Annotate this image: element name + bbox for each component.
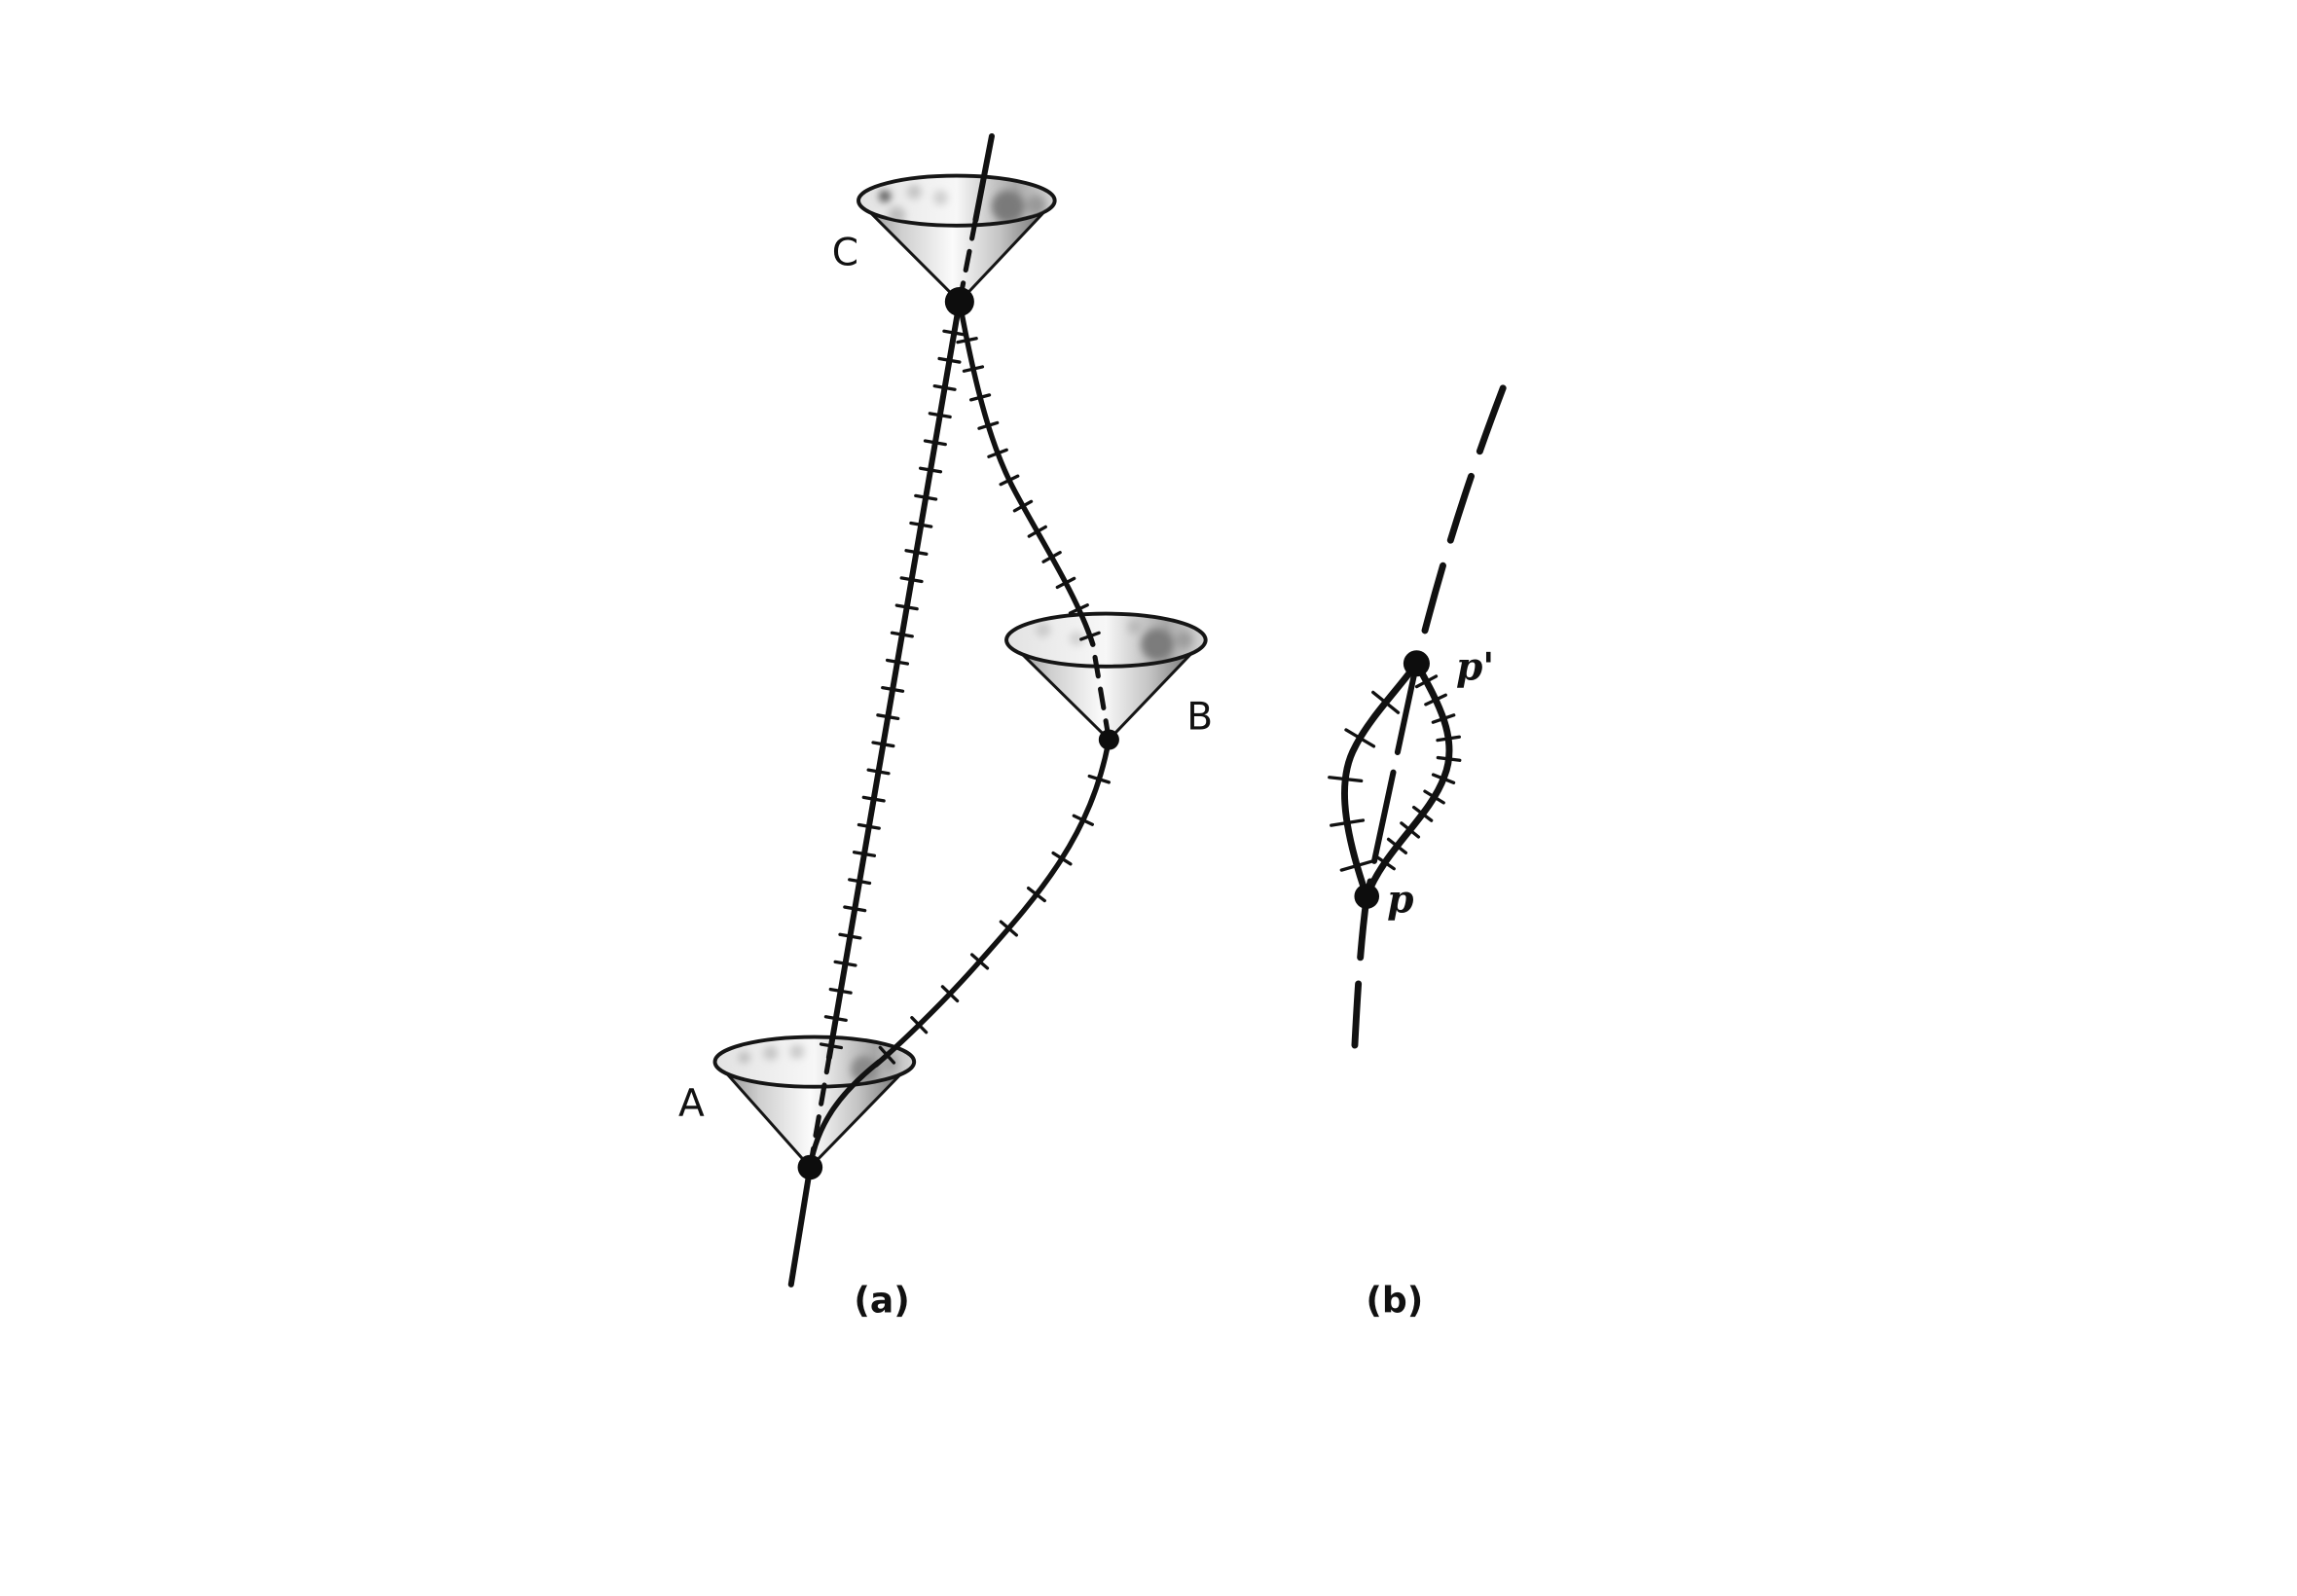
tick-mark [1068,603,1089,615]
tick-mark [1423,789,1445,805]
tick-mark [932,384,957,391]
tick-mark [940,985,960,1003]
curve-in-cone-b [1090,641,1112,743]
tick-mark [1431,773,1456,784]
tick-mark [914,493,938,501]
curve-a-to-b [873,737,1112,1068]
tick-mark [1027,525,1047,538]
straight-path-a-to-c [825,299,963,1061]
event-p-dot [1354,884,1380,909]
tick-mark [1051,851,1073,866]
tick-mark [928,412,952,419]
label-b: B [1186,695,1213,739]
tick-mark [1436,755,1462,762]
tick-mark [885,658,910,666]
tick-mark [999,920,1018,937]
label-p: p [1387,878,1413,923]
label-a: A [678,1082,705,1126]
tick-mark [977,420,1000,430]
tick-mark [1072,814,1095,826]
tick-mark [1055,576,1076,590]
event-c-dot [944,286,974,317]
tick-mark [909,521,933,528]
tick-mark [1012,499,1034,513]
event-p-prime-dot [1403,650,1430,677]
tick-mark [1386,837,1408,854]
light-cone-b [1004,611,1208,742]
tick-mark [890,631,914,638]
tick-mark [1328,776,1364,783]
label-c: C [832,231,858,274]
event-b-dot [1098,729,1119,750]
curve-b-to-c [957,299,1096,647]
tick-mark [823,1015,848,1023]
tick-mark [1026,886,1046,903]
tick-mark [871,741,895,748]
tick-mark [942,329,966,337]
curve-in-cone-a [807,1059,882,1171]
left-curve-p-to-p-prime [1341,660,1420,900]
tick-mark [866,768,891,776]
tick-mark [962,365,985,373]
tick-mark [838,932,862,940]
tick-mark [1411,805,1434,822]
tick-mark [1339,859,1374,872]
tick-mark [923,439,947,447]
tick-mark [852,851,877,857]
tick-mark [843,905,867,913]
tick-mark [899,576,924,584]
panel-b: p' p (b) [1328,384,1507,1321]
worldline-past-segment [787,1164,814,1288]
tick-mark [968,393,992,402]
tick-mark [910,1016,929,1034]
curved-path-b-to-c [956,299,1112,743]
tick-mark [861,795,886,803]
tick-mark [1414,674,1439,689]
tick-mark [1431,713,1456,724]
tick-mark [937,356,962,364]
caption-a: (a) [854,1279,909,1321]
tick-mark [1041,551,1062,563]
event-a-dot [797,1154,823,1180]
tick-mark [1371,690,1401,714]
tick-mark [969,953,990,970]
tick-mark [904,549,929,556]
tick-mark [833,960,857,967]
tick-mark [1424,693,1447,707]
tick-mark [881,685,905,693]
tick-mark [878,1045,896,1065]
tick-mark [1330,818,1366,827]
tick-mark [1079,631,1101,641]
worldline-future-dashed [1412,384,1507,668]
tick-mark [857,822,881,830]
label-p-prime: p' [1456,644,1494,689]
curved-path-a-to-b [807,737,1112,1171]
tick-mark [1373,854,1396,871]
tick-mark [894,603,919,611]
tick-mark [987,448,1008,458]
light-cone-c [857,173,1057,304]
tick-mark [828,987,853,995]
tick-mark [1344,728,1376,748]
tick-mark [1400,821,1421,839]
tick-mark [876,713,900,721]
tick-mark [999,474,1020,487]
worldline-future-segment [972,132,995,223]
caption-b: (b) [1366,1279,1423,1321]
panel-a: C B A (a) [678,132,1213,1321]
tick-mark [1087,774,1111,784]
tick-mark [848,878,872,886]
tick-mark [1436,735,1461,743]
tick-mark [819,1042,843,1050]
worldline-past-dashed [1350,892,1370,1073]
tick-mark [918,466,943,474]
tick-mark [956,337,978,345]
